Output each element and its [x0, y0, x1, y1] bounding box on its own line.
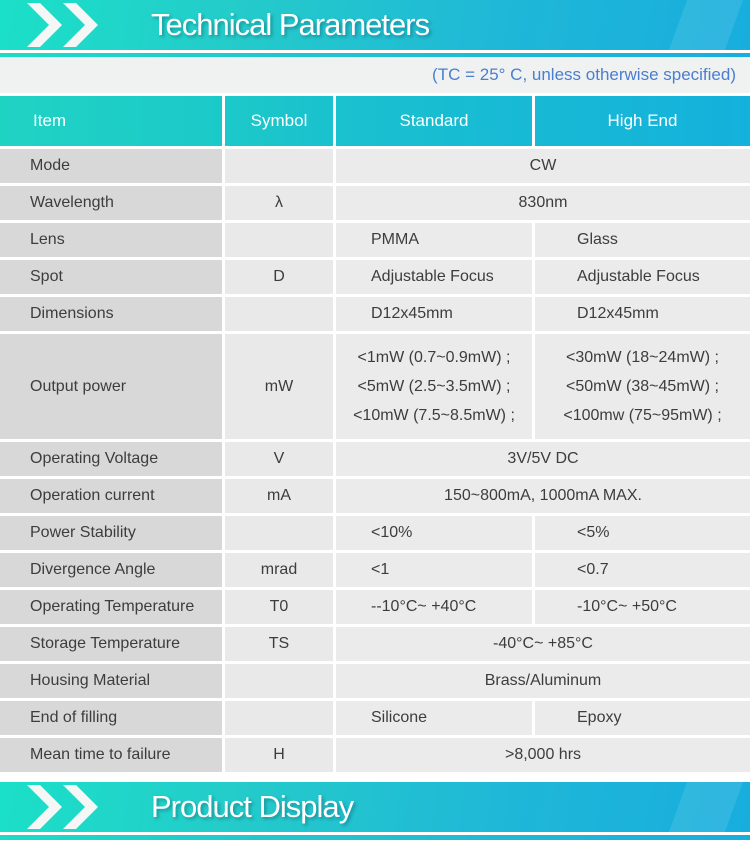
table-row: Mean time to failure H >8,000 hrs [0, 738, 750, 772]
top-section-title: Technical Parameters [151, 7, 430, 42]
symbol-cell: T0 [225, 590, 333, 624]
column-header-standard: Standard [336, 96, 532, 146]
banner-glare [667, 0, 745, 50]
value-line: <5mW (2.5~3.5mW) ; [357, 378, 511, 395]
item-cell: Dimensions [0, 297, 222, 331]
symbol-cell [225, 701, 333, 735]
highend-value-cell: D12x45mm [535, 297, 750, 331]
item-cell: Operation current [0, 479, 222, 513]
symbol-cell [225, 516, 333, 550]
test-condition-strip: (TC = 25° C, unless otherwise specified) [0, 57, 750, 93]
highend-value-cell: <30mW (18~24mW) ; <50mW (38~45mW) ; <100mw… [535, 334, 750, 439]
table-row: Spot D Adjustable Focus Adjustable Focus [0, 260, 750, 294]
merged-value-cell: CW [336, 149, 750, 183]
standard-value-cell: <10% [336, 516, 532, 550]
item-cell: Operating Temperature [0, 590, 222, 624]
value-line: <50mW (38~45mW) ; [566, 378, 719, 395]
banner-glare [667, 782, 745, 832]
highend-value-cell: <0.7 [535, 553, 750, 587]
item-cell: End of filling [0, 701, 222, 735]
symbol-cell [225, 664, 333, 698]
table-row: Housing Material Brass/Aluminum [0, 664, 750, 698]
highend-value-cell: <5% [535, 516, 750, 550]
table-row: Dimensions D12x45mm D12x45mm [0, 297, 750, 331]
item-cell: Mode [0, 149, 222, 183]
table-row: Output power mW <1mW (0.7~0.9mW) ; <5mW (2.… [0, 334, 750, 439]
value-line: <10mW (7.5~8.5mW) ; [353, 407, 515, 424]
table-row: Wavelength λ 830nm [0, 186, 750, 220]
symbol-cell: mA [225, 479, 333, 513]
item-cell: Storage Temperature [0, 627, 222, 661]
merged-value-cell: >8,000 hrs [336, 738, 750, 772]
item-cell: Operating Voltage [0, 442, 222, 476]
value-line: <30mW (18~24mW) ; [566, 349, 719, 366]
merged-value-cell: Brass/Aluminum [336, 664, 750, 698]
table-row: Mode CW [0, 149, 750, 183]
merged-value-cell: 150~800mA, 1000mA MAX. [336, 479, 750, 513]
tc-note-text: (TC = 25° C, unless otherwise specified) [432, 65, 736, 84]
bottom-section-title: Product Display [151, 789, 354, 824]
symbol-cell: TS [225, 627, 333, 661]
item-cell: Wavelength [0, 186, 222, 220]
standard-value-cell: <1 [336, 553, 532, 587]
gradient-divider-line [0, 835, 750, 840]
item-cell: Lens [0, 223, 222, 257]
standard-value-cell: --10°C~ +40°C [336, 590, 532, 624]
value-line: <1mW (0.7~0.9mW) ; [357, 349, 511, 366]
table-row: Operating Temperature T0 --10°C~ +40°C -10°… [0, 590, 750, 624]
item-cell: Mean time to failure [0, 738, 222, 772]
item-cell: Power Stability [0, 516, 222, 550]
item-cell: Divergence Angle [0, 553, 222, 587]
table-header-row: Item Symbol Standard High End [0, 96, 750, 146]
column-header-highend: High End [535, 96, 750, 146]
highend-value-cell: Adjustable Focus [535, 260, 750, 294]
double-chevron-icon [27, 3, 98, 47]
table-row: Storage Temperature TS -40°C~ +85°C [0, 627, 750, 661]
item-cell: Housing Material [0, 664, 222, 698]
highend-value-cell: Epoxy [535, 701, 750, 735]
table-row: Divergence Angle mrad <1 <0.7 [0, 553, 750, 587]
symbol-cell: V [225, 442, 333, 476]
table-row: End of filling Silicone Epoxy [0, 701, 750, 735]
merged-value-cell: -40°C~ +85°C [336, 627, 750, 661]
symbol-cell: λ [225, 186, 333, 220]
gradient-divider-line [0, 53, 750, 57]
symbol-cell: mW [225, 334, 333, 439]
bottom-section-banner: Product Display [0, 782, 750, 832]
table-row: Lens PMMA Glass [0, 223, 750, 257]
divider-gap [0, 832, 750, 835]
table-row: Power Stability <10% <5% [0, 516, 750, 550]
symbol-cell [225, 223, 333, 257]
table-row: Operation current mA 150~800mA, 1000mA MAX… [0, 479, 750, 513]
standard-value-cell: <1mW (0.7~0.9mW) ; <5mW (2.5~3.5mW) ; <10m… [336, 334, 532, 439]
symbol-cell: D [225, 260, 333, 294]
standard-value-cell: Adjustable Focus [336, 260, 532, 294]
divider-gap [0, 775, 750, 782]
symbol-cell: mrad [225, 553, 333, 587]
highend-value-cell: -10°C~ +50°C [535, 590, 750, 624]
column-header-item: Item [0, 96, 222, 146]
value-line: <100mw (75~95mW) ; [563, 407, 722, 424]
column-header-symbol: Symbol [225, 96, 333, 146]
spec-table: Item Symbol Standard High End Mode CW Wavelen… [0, 93, 750, 775]
top-section-banner: Technical Parameters [0, 0, 750, 50]
table-row: Operating Voltage V 3V/5V DC [0, 442, 750, 476]
symbol-cell [225, 149, 333, 183]
item-cell: Output power [0, 334, 222, 439]
double-chevron-icon [27, 785, 98, 829]
standard-value-cell: Silicone [336, 701, 532, 735]
item-cell: Spot [0, 260, 222, 294]
symbol-cell [225, 297, 333, 331]
symbol-cell: H [225, 738, 333, 772]
merged-value-cell: 3V/5V DC [336, 442, 750, 476]
merged-value-cell: 830nm [336, 186, 750, 220]
standard-value-cell: PMMA [336, 223, 532, 257]
divider-gap [0, 50, 750, 53]
highend-value-cell: Glass [535, 223, 750, 257]
standard-value-cell: D12x45mm [336, 297, 532, 331]
